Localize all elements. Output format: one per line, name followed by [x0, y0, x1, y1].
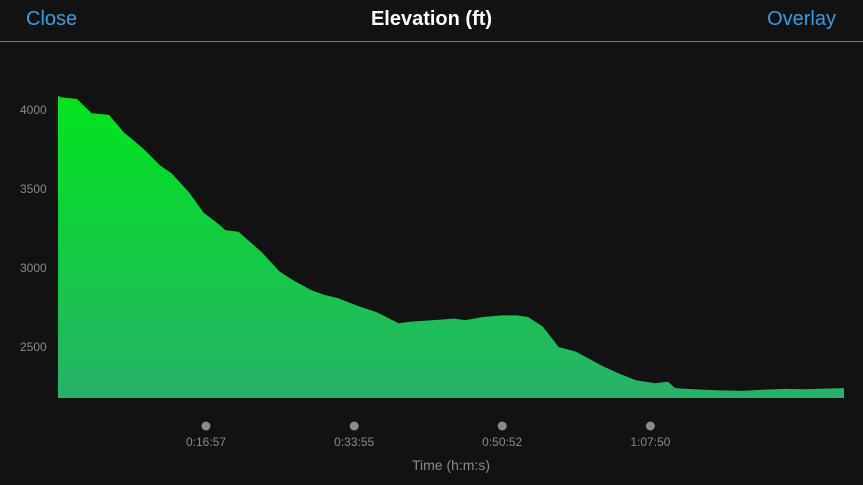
top-bar: Close Elevation (ft) Overlay — [0, 0, 863, 42]
x-tick-label: 1:07:50 — [630, 435, 670, 449]
y-tick-label: 4000 — [20, 103, 47, 117]
x-tick-label: 0:16:57 — [186, 435, 226, 449]
x-tick-label: 0:50:52 — [482, 435, 522, 449]
y-tick-label: 3500 — [20, 182, 47, 196]
y-tick-label: 3000 — [20, 261, 47, 275]
x-axis-label: Time (h:m:s) — [412, 457, 490, 473]
x-tick-marker — [645, 421, 655, 431]
x-tick-marker — [497, 421, 507, 431]
elevation-area — [58, 95, 844, 399]
y-axis-ticks: 2500 3000 3500 4000 — [20, 103, 47, 354]
y-tick-label: 2500 — [20, 340, 47, 354]
overlay-button[interactable]: Overlay — [767, 8, 836, 30]
page-title: Elevation (ft) — [370, 8, 493, 30]
x-tick-marker — [349, 421, 359, 431]
x-tick-marker — [201, 421, 211, 431]
close-button[interactable]: Close — [26, 8, 78, 30]
x-tick-label: 0:33:55 — [334, 435, 374, 449]
x-axis-ticks: 0:16:57 0:33:55 0:50:52 1:07:50 — [186, 421, 671, 449]
